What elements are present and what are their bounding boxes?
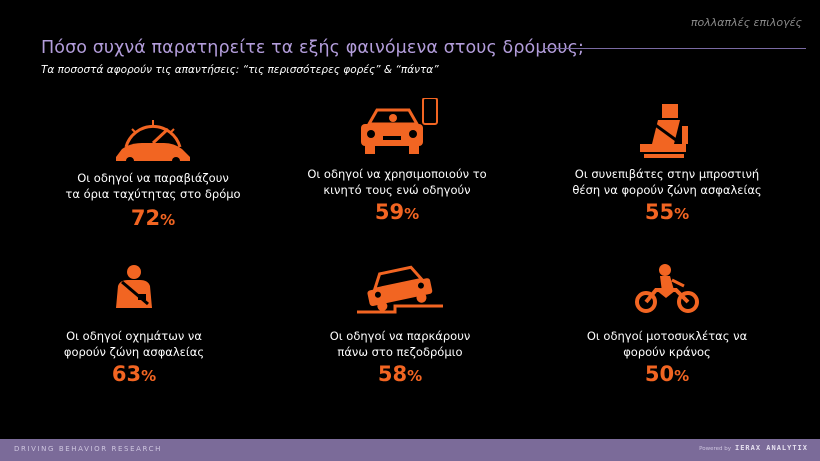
stat-label: Οι οδηγοί να παραβιάζουν τα όρια ταχύτητα… bbox=[65, 171, 241, 201]
stat-value: 50% bbox=[644, 362, 690, 386]
title-divider bbox=[544, 48, 806, 49]
stat-value: 59% bbox=[374, 200, 420, 224]
stat-card-driver-seatbelt: Οι οδηγοί οχημάτων να φορούν ζώνη ασφαλεί… bbox=[14, 262, 254, 402]
stat-label: Οι οδηγοί να παρκάρουν πάνω στο πεζοδρόμι… bbox=[329, 329, 471, 359]
stat-label: Οι οδηγοί οχημάτων να φορούν ζώνη ασφαλεί… bbox=[63, 329, 205, 359]
stat-card-passenger-seatbelt: Οι συνεπιβάτες στην μπροστινή θέση να φορ… bbox=[547, 100, 787, 240]
stat-value: 63% bbox=[111, 362, 157, 386]
stat-card-sidewalk-parking: Οι οδηγοί να παρκάρουν πάνω στο πεζοδρόμι… bbox=[280, 262, 520, 402]
footer-bar: DRIVING BEHAVIOR RESEARCH Powered by IERA… bbox=[0, 439, 820, 461]
stat-value: 55% bbox=[644, 200, 690, 224]
brand-logo: Powered by IERAX ANALYTIX bbox=[699, 444, 808, 452]
brand-name: IERAX ANALYTIX bbox=[734, 444, 808, 452]
stat-value: 58% bbox=[377, 362, 423, 386]
page-subtitle: Τα ποσοστά αφορούν τις απαντήσεις: “τις … bbox=[41, 64, 439, 76]
car-phone-icon bbox=[361, 98, 438, 154]
stat-label: Οι συνεπιβάτες στην μπροστινή θέση να φορ… bbox=[572, 167, 762, 197]
stat-card-speeding: Οι οδηγοί να παραβιάζουν τα όρια ταχύτητα… bbox=[33, 100, 273, 240]
stat-card-helmet: Οι οδηγοί μοτοσυκλέτας να φορούν κράνος 5… bbox=[547, 262, 787, 402]
stat-value: 72% bbox=[130, 206, 176, 230]
stat-card-phone-use: Οι οδηγοί να χρησιμοποιούν το κινητό τους… bbox=[277, 98, 517, 240]
multiple-choice-tag: πολλαπλές επιλογές bbox=[690, 16, 802, 29]
powered-by-label: Powered by bbox=[699, 446, 731, 452]
seatbelt-seat-icon bbox=[640, 104, 688, 158]
speedometer-car-icon bbox=[116, 120, 190, 165]
footer-label: DRIVING BEHAVIOR RESEARCH bbox=[14, 445, 162, 453]
stat-label: Οι οδηγοί μοτοσυκλέτας να φορούν κράνος bbox=[586, 329, 748, 359]
person-seatbelt-icon bbox=[116, 265, 152, 308]
stat-label: Οι οδηγοί να χρησιμοποιούν το κινητό τους… bbox=[307, 167, 487, 197]
motorcycle-helmet-icon bbox=[635, 264, 699, 313]
car-on-sidewalk-icon bbox=[357, 265, 443, 314]
page-title: Πόσο συχνά παρατηρείτε τα εξής φαινόμενα… bbox=[41, 38, 584, 58]
